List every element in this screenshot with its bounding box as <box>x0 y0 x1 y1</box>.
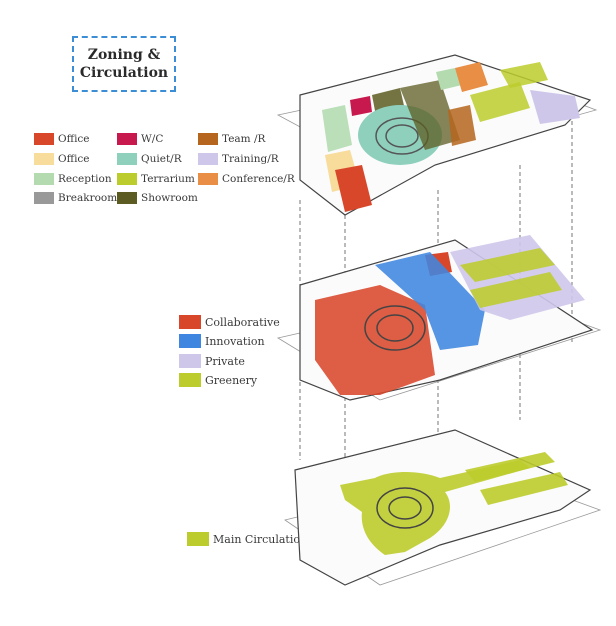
legend-swatch <box>187 532 209 546</box>
legend-item-office: Office <box>34 133 90 145</box>
legend-swatch <box>198 153 218 165</box>
legend-swatch <box>117 192 137 204</box>
legend-label: Conference/R <box>222 173 295 185</box>
title-line-2: Circulation <box>79 65 169 81</box>
legend-label: Showroom <box>141 192 198 204</box>
legend-item-showroom: Showroom <box>117 192 198 204</box>
legend-item-private: Private <box>179 354 245 368</box>
legend-label: Reception <box>58 173 112 185</box>
legend-swatch <box>179 373 201 387</box>
legend-label: Office <box>58 153 90 165</box>
legend-item-collaborative: Collaborative <box>179 315 280 329</box>
legend-swatch <box>34 192 54 204</box>
legend-swatch <box>34 153 54 165</box>
legend-swatch <box>179 354 201 368</box>
legend-swatch <box>179 315 201 329</box>
plan-zones <box>276 235 602 401</box>
legend-swatch <box>198 133 218 145</box>
diagram-title: Zoning & Circulation <box>72 36 176 92</box>
legend-label: W/C <box>141 133 164 145</box>
legend-label: Quiet/R <box>141 153 182 165</box>
legend-item-main-circulation: Main Circulation <box>187 532 307 546</box>
legend-label: Training/R <box>222 153 279 165</box>
legend-item-quiet-room: Quiet/R <box>117 153 182 165</box>
legend-label: Private <box>205 354 245 368</box>
legend-item-terrarium: Terrarium <box>117 173 195 185</box>
legend-item-greenery: Greenery <box>179 373 257 387</box>
legend-item-reception: Reception <box>34 173 112 185</box>
legend-swatch <box>34 133 54 145</box>
legend-item-wc: W/C <box>117 133 163 145</box>
legend-label: Innovation <box>205 334 265 348</box>
legend-label: Office <box>58 133 90 145</box>
legend-label: Breakroom <box>58 192 118 204</box>
legend-item-office-2: Office <box>34 153 90 165</box>
title-line-1: Zoning & <box>87 47 161 63</box>
plan-circulation <box>284 429 602 586</box>
legend-swatch <box>117 133 137 145</box>
legend-item-conference-room: Conference/R <box>198 173 295 185</box>
legend-item-training-room: Training/R <box>198 153 279 165</box>
plan-rooms <box>276 54 598 216</box>
legend-swatch <box>34 173 54 185</box>
legend-item-breakroom: Breakroom <box>34 192 117 204</box>
legend-label: Team /R <box>222 133 266 145</box>
legend-label: Collaborative <box>205 315 280 329</box>
legend-label: Main Circulation <box>213 532 308 546</box>
legend-swatch <box>198 173 218 185</box>
legend-swatch <box>179 334 201 348</box>
legend-label: Terrarium <box>141 173 195 185</box>
legend-swatch <box>117 153 137 165</box>
legend-item-innovation: Innovation <box>179 334 265 348</box>
legend-label: Greenery <box>205 373 258 387</box>
legend-item-team-room: Team /R <box>198 133 265 145</box>
legend-swatch <box>117 173 137 185</box>
